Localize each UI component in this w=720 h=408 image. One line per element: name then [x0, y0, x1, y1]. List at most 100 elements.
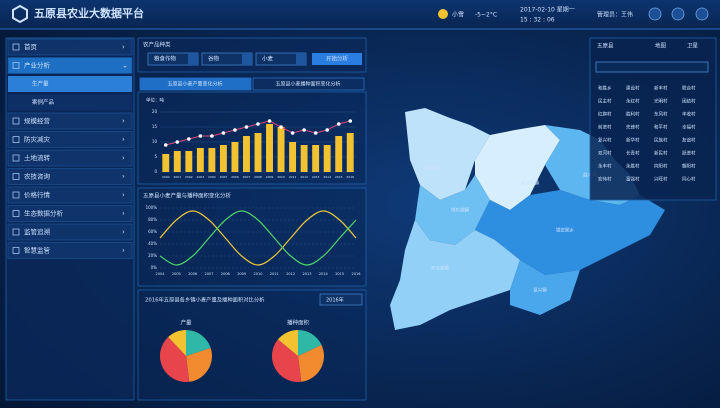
village-link[interactable]: 新丰村: [654, 85, 668, 92]
menu-item[interactable]: [7, 242, 133, 259]
pie-slice: [186, 347, 212, 382]
tab[interactable]: [139, 77, 252, 91]
analyze-button[interactable]: [312, 53, 362, 65]
village-link[interactable]: 跃进村: [682, 150, 696, 157]
menu-item[interactable]: [7, 131, 133, 148]
village-link[interactable]: 团结村: [682, 98, 696, 105]
village-link[interactable]: 同心村: [682, 176, 696, 183]
x-tick-label: 2007: [243, 175, 251, 179]
y-tick-label: 80%: [148, 217, 157, 222]
x-tick-label: 2016: [346, 175, 354, 179]
menu-item[interactable]: [7, 149, 133, 167]
village-link[interactable]: 朝阳村: [682, 163, 696, 170]
village-link[interactable]: 和平村: [654, 124, 668, 131]
map-region: [475, 125, 560, 210]
x-tick-label: 2009: [237, 272, 246, 276]
village-link[interactable]: 前进村: [598, 124, 612, 131]
x-tick-label: 2011: [289, 175, 297, 179]
map-region: [390, 220, 520, 330]
filter-label: 农产品种类: [143, 41, 171, 49]
map-region-label[interactable]: 复兴镇: [533, 287, 547, 294]
village-link[interactable]: 富强村: [626, 176, 640, 183]
submenu-label: 生产量: [32, 80, 49, 88]
village-link[interactable]: 复兴村: [598, 137, 612, 144]
header-icon-button[interactable]: [695, 7, 709, 21]
select-caret-box: [242, 53, 252, 65]
village-link[interactable]: 民主村: [598, 98, 612, 105]
x-tick-label: 2002: [185, 175, 193, 179]
line-dot: [187, 137, 191, 141]
menu-arrow: ›: [122, 117, 125, 125]
x-tick-label: 2009: [266, 175, 274, 179]
village-link[interactable]: 永胜村: [626, 163, 640, 170]
menu-icon: [12, 136, 20, 143]
x-tick-label: 2005: [220, 175, 228, 179]
submenu-item[interactable]: [8, 76, 132, 92]
menu-icon: [12, 173, 20, 180]
menu-item[interactable]: [7, 223, 133, 241]
village-link[interactable]: 永丰村: [598, 163, 612, 170]
y-tick-label: 0: [154, 169, 157, 174]
village-link[interactable]: 建设村: [626, 85, 640, 92]
analyze-button-label[interactable]: 开始分析: [326, 55, 349, 63]
tab-label[interactable]: 五原县小麦播种面积变化分析: [275, 81, 340, 88]
village-link[interactable]: 联合村: [682, 85, 696, 92]
tab[interactable]: [252, 77, 365, 91]
village-link[interactable]: 向阳村: [654, 163, 668, 170]
menu-item[interactable]: [7, 186, 133, 204]
village-link[interactable]: 幸福村: [682, 124, 696, 131]
x-tick-label: 2004: [208, 175, 216, 179]
tab-label[interactable]: 五原县小麦产量变化分析: [167, 81, 222, 88]
menu-arrow: ›: [122, 136, 125, 144]
menu-item[interactable]: [7, 112, 133, 130]
y-tick-label: 20: [152, 109, 158, 114]
village-link[interactable]: 新民村: [654, 150, 668, 157]
header-icon-button[interactable]: [671, 7, 685, 21]
village-link[interactable]: 长青村: [626, 150, 640, 157]
map-region-label[interactable]: 新公中镇: [521, 180, 539, 187]
map-tab[interactable]: 地图: [655, 42, 667, 50]
menu-item[interactable]: [7, 168, 133, 185]
map-region-label[interactable]: 银定图乡: [556, 227, 574, 234]
time: 15 : 32 : 06: [520, 17, 555, 24]
pie-slice: [298, 344, 324, 382]
map-region-label[interactable]: 塔尔湖镇: [451, 207, 469, 214]
map-region-label[interactable]: 天吉泰镇: [431, 265, 449, 272]
village-link[interactable]: 宏伟村: [598, 176, 612, 183]
year-select[interactable]: [319, 293, 363, 306]
village-link[interactable]: 先锋村: [626, 124, 640, 131]
village-link[interactable]: 双河村: [598, 150, 612, 157]
village-link[interactable]: 东风村: [654, 111, 668, 118]
village-link[interactable]: 永红村: [626, 98, 640, 105]
pie-slice: [272, 339, 302, 382]
village-link[interactable]: 胜利村: [626, 111, 640, 118]
village-link[interactable]: 光明村: [654, 98, 668, 105]
village-link[interactable]: 兴旺村: [654, 176, 668, 183]
menu-arrow: ›: [122, 228, 125, 236]
map-region-label[interactable]: 隆兴昌镇: [423, 165, 441, 172]
menu-item[interactable]: [7, 38, 133, 56]
bar: [162, 154, 170, 172]
header-icon-button[interactable]: [648, 7, 662, 21]
menu-item[interactable]: [7, 205, 133, 222]
pie-title: 播种面积: [287, 319, 310, 327]
chart-panel: [137, 187, 367, 287]
filter-option: 小麦: [262, 55, 274, 63]
village-link[interactable]: 新华村: [626, 137, 640, 144]
village-link[interactable]: 和胜乡: [598, 85, 612, 92]
village-link[interactable]: 民族村: [654, 137, 668, 144]
bar: [312, 145, 320, 172]
map-region: [405, 108, 490, 200]
menu-item[interactable]: [7, 57, 133, 74]
pie-slice: [277, 330, 298, 356]
menu-label: 生态数据分析: [24, 209, 64, 218]
submenu-item[interactable]: [8, 94, 132, 111]
map-tab[interactable]: 卫星: [687, 43, 699, 50]
village-link[interactable]: 丰收村: [682, 111, 696, 118]
search-box[interactable]: [595, 61, 709, 73]
village-link[interactable]: 红旗村: [598, 111, 612, 118]
menu-label: 智慧监管: [24, 246, 51, 255]
line-dot: [279, 125, 283, 129]
village-link[interactable]: 友谊村: [682, 137, 696, 144]
